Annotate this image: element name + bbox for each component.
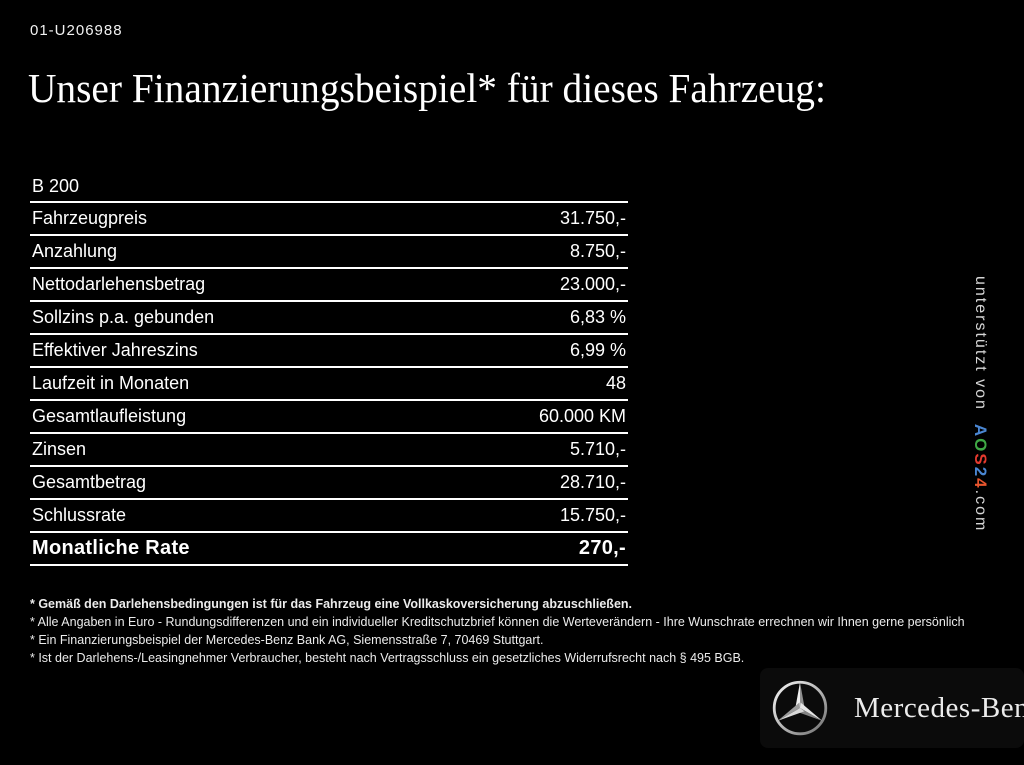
mercedes-wordmark: Mercedes-Benz [854,691,1024,724]
financing-table: B 200 Fahrzeugpreis 31.750,- Anzahlung 8… [30,172,628,566]
row-value: 23.000,- [559,274,626,294]
row-value: 8.750,- [569,241,626,261]
table-row: Nettodarlehensbetrag 23.000,- [30,269,628,302]
row-value: 6,99 % [569,340,626,360]
row-value: 28.710,- [559,472,626,492]
table-row: Laufzeit in Monaten 48 [30,368,628,401]
mercedes-star-icon [772,680,828,736]
table-row: Anzahlung 8.750,- [30,236,628,269]
row-label: Nettodarlehensbetrag [32,274,206,294]
row-value: 270,- [578,537,626,559]
row-label: Effektiver Jahreszins [32,340,198,360]
footnote: * Alle Angaben in Euro - Rundungsdiffere… [30,615,965,629]
credit-prefix: unterstützt von [972,276,989,411]
footnote: * Gemäß den Darlehensbedingungen ist für… [30,597,633,611]
table-row: Sollzins p.a. gebunden 6,83 % [30,302,628,335]
table-row: Zinsen 5.710,- [30,434,628,467]
table-row: Effektiver Jahreszins 6,99 % [30,335,628,368]
model-name: B 200 [32,176,80,196]
row-label: Fahrzeugpreis [32,208,148,228]
table-row: Gesamtbetrag 28.710,- [30,467,628,500]
mercedes-brand-panel: Mercedes-Benz [760,668,1024,748]
row-label: Gesamtlaufleistung [32,406,187,426]
row-label: Schlussrate [32,505,127,525]
vehicle-id: 01-U206988 [30,22,123,39]
page-title: Unser Finanzierungsbeispiel* für dieses … [28,65,826,111]
row-value: 31.750,- [559,208,626,228]
credit-brand-letter: S [971,453,990,467]
table-row-monthly-rate: Monatliche Rate 270,- [30,533,628,566]
footnote: * Ist der Darlehens-/Leasingnehmer Verbr… [30,651,745,665]
row-label: Monatliche Rate [32,537,190,559]
row-value: 60.000 KM [538,406,626,426]
row-value: 5.710,- [569,439,626,459]
row-label: Anzahlung [32,241,118,261]
sidebar-credit: unterstützt von AOS24.com [970,276,990,532]
row-label: Sollzins p.a. gebunden [32,307,215,327]
credit-suffix: .com [972,489,989,533]
table-row: Gesamtlaufleistung 60.000 KM [30,401,628,434]
row-label: Zinsen [32,439,87,459]
row-value: 15.750,- [559,505,626,525]
footnote: * Ein Finanzierungsbeispiel der Mercedes… [30,633,544,647]
table-row: Schlussrate 15.750,- [30,500,628,533]
row-value: 6,83 % [569,307,626,327]
credit-brand-letter: O [971,438,990,454]
footnotes: * Gemäß den Darlehensbedingungen ist für… [30,595,1020,667]
table-row: Fahrzeugpreis 31.750,- [30,203,628,236]
row-label: Laufzeit in Monaten [32,373,190,393]
credit-brand-aos24: AOS24 [971,424,990,490]
row-label: Gesamtbetrag [32,472,147,492]
credit-brand-letter: A [971,423,990,439]
row-value: 48 [605,373,626,393]
table-model-header: B 200 [30,172,628,203]
credit-brand-letter: 2 [971,466,990,479]
credit-brand-letter: 4 [971,478,990,490]
